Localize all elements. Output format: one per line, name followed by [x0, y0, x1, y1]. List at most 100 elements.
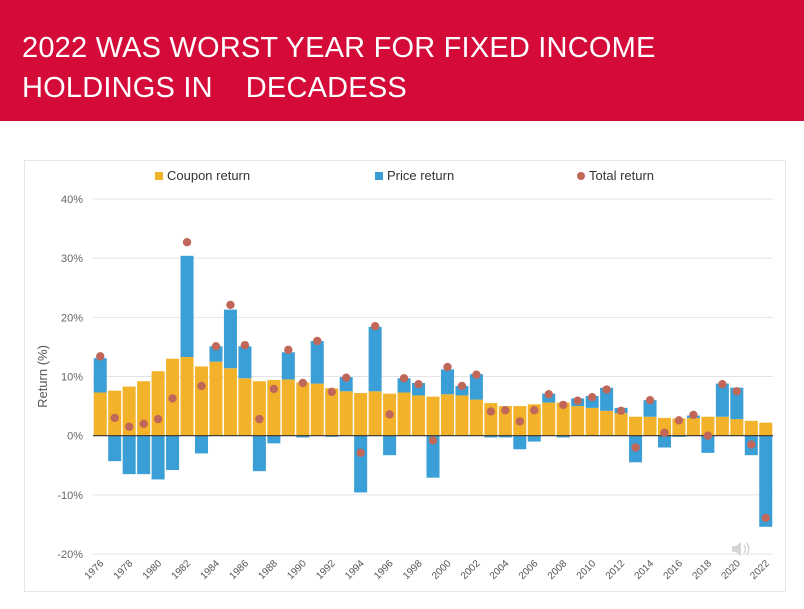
price-bar — [296, 435, 310, 438]
coupon-bar — [151, 371, 165, 436]
total-return-dot — [486, 407, 496, 416]
price-bar — [180, 255, 194, 357]
x-tick-label: 1982 — [170, 558, 194, 582]
total-return-dot — [370, 322, 380, 331]
legend-label: Coupon return — [167, 168, 250, 183]
coupon-bar — [614, 413, 628, 436]
total-return-dot — [298, 378, 307, 388]
price-bar — [759, 435, 773, 527]
total-return-dot — [689, 410, 698, 420]
y-tick-label: 0% — [67, 431, 83, 443]
total-return-dot — [139, 419, 148, 429]
total-return-dot — [718, 379, 727, 389]
price-bar — [151, 435, 165, 480]
price-bar — [513, 435, 527, 450]
price-bar — [484, 435, 498, 438]
price-bar — [238, 346, 252, 379]
coupon-bar — [195, 366, 209, 436]
coupon-bar — [354, 393, 368, 436]
total-return-dot — [124, 422, 134, 431]
y-axis-label: Return (%) — [35, 345, 50, 408]
x-tick-label: 2016 — [662, 558, 686, 582]
legend-label: Price return — [387, 168, 454, 183]
total-return-dot — [515, 417, 525, 426]
total-return-dot — [573, 396, 582, 405]
x-tick-label: 1992 — [314, 558, 338, 582]
coupon-bar — [296, 382, 310, 436]
price-bar — [93, 358, 107, 393]
total-return-dot — [211, 342, 221, 351]
coupon-bar — [325, 388, 339, 436]
coupon-bar — [556, 402, 570, 436]
total-return-dot — [544, 390, 553, 399]
x-tick-label: 1996 — [372, 558, 396, 582]
price-bar — [469, 374, 483, 400]
x-tick-label: 1990 — [285, 558, 309, 582]
price-bar — [339, 377, 353, 392]
coupon-bar — [542, 402, 556, 436]
price-bar — [281, 352, 295, 380]
total-return-dot — [255, 414, 264, 424]
price-bar — [195, 435, 209, 454]
price-bar — [440, 369, 454, 395]
price-bar — [585, 396, 599, 408]
x-tick-label: 1984 — [199, 558, 223, 582]
total-return-dot — [761, 513, 770, 523]
coupon-bar — [585, 407, 599, 436]
x-tick-label: 1994 — [343, 558, 367, 582]
coupon-bar — [715, 416, 729, 436]
price-bar — [498, 435, 512, 438]
total-return-dot — [472, 370, 481, 379]
coupon-bar — [310, 383, 324, 436]
total-return-dot — [341, 373, 351, 382]
legend-label: Total return — [589, 168, 654, 183]
x-tick-label: 2014 — [633, 558, 657, 582]
x-tick-label: 1978 — [112, 558, 136, 582]
price-bar — [310, 341, 324, 384]
x-tick-label: 2008 — [546, 558, 570, 582]
price-bar — [137, 435, 151, 475]
total-return-dot — [313, 336, 322, 346]
x-tick-label: 2000 — [430, 558, 454, 582]
coupon-bar — [759, 422, 773, 436]
x-tick-label: 2018 — [691, 558, 715, 582]
total-return-dot — [240, 340, 250, 350]
total-return-dot — [327, 387, 336, 397]
x-tick-label: 1986 — [228, 558, 252, 582]
coupon-bar — [571, 406, 585, 436]
price-bar — [701, 435, 715, 453]
price-bar — [354, 435, 368, 493]
x-tick-label: 2004 — [488, 558, 512, 582]
title-banner: 2022 WAS WORST YEAR FOR FIXED INCOME HOL… — [0, 0, 804, 121]
coupon-bar — [339, 391, 353, 436]
total-return-dot — [182, 237, 192, 247]
total-return-dot — [732, 387, 742, 396]
total-return-dot — [153, 414, 163, 424]
coupon-bar — [498, 406, 512, 436]
coupon-bar — [730, 419, 744, 436]
coupon-bar — [267, 380, 281, 436]
total-return-dot — [602, 385, 611, 394]
total-return-dot — [399, 374, 409, 383]
total-return-dot — [110, 413, 119, 423]
coupon-bar — [209, 361, 223, 436]
price-bar — [730, 387, 744, 420]
total-return-dot — [703, 431, 713, 440]
total-return-dot — [616, 406, 626, 416]
coupon-bar — [238, 378, 252, 436]
speaker-icon[interactable] — [730, 540, 754, 558]
total-return-dot — [645, 395, 655, 405]
coupon-bar — [469, 399, 483, 436]
x-tick-label: 1976 — [83, 558, 107, 582]
chart-card: -20% -10% 0% 10% 20% 30% 40% Return (%) 1976 1978… — [24, 160, 786, 592]
coupon-bar — [701, 416, 715, 436]
legend-swatch — [155, 172, 163, 180]
x-tick-label: 2022 — [748, 558, 772, 582]
legend-swatch — [375, 172, 383, 180]
coupon-bar — [629, 416, 643, 436]
total-return-dot — [428, 436, 438, 445]
price-bar — [252, 435, 266, 472]
y-tick-label: 30% — [61, 253, 83, 265]
x-tick-label: 1998 — [401, 558, 425, 582]
total-return-dot — [674, 416, 684, 425]
